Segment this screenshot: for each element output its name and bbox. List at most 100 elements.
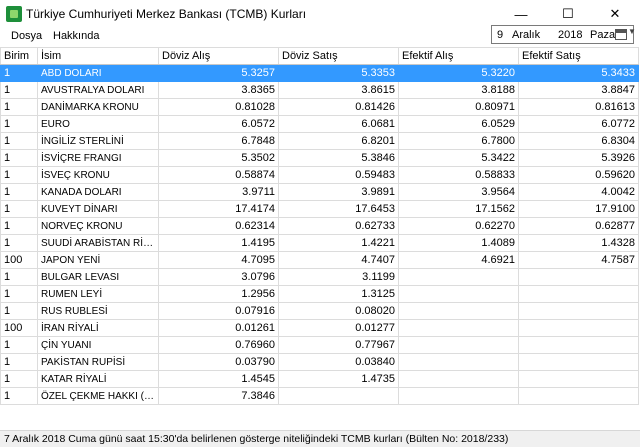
- cell-unit: 1: [0, 98, 38, 116]
- cell-fx-buy: 6.0572: [158, 115, 279, 133]
- cell-fx-buy: 1.4195: [158, 234, 279, 252]
- cell-fx-sell: 0.01277: [278, 319, 399, 337]
- cell-fx-sell: 0.03840: [278, 353, 399, 371]
- cell-name: İRAN RİYALİ: [37, 319, 159, 337]
- cell-bn-sell: 6.8304: [518, 132, 639, 150]
- cell-name: EURO: [37, 115, 159, 133]
- cell-bn-sell: [518, 336, 639, 354]
- table-row[interactable]: 1 BULGAR LEVASI 3.0796 3.1199: [0, 268, 639, 286]
- table-row[interactable]: 1 SUUDİ ARABİSTAN RİYALİ 1.4195 1.4221 1.408…: [0, 234, 639, 252]
- table-row[interactable]: 1 İSVEÇ KRONU 0.58874 0.59483 0.58833 0.59620: [0, 166, 639, 184]
- table-row[interactable]: 1 ABD DOLARI 5.3257 5.3353 5.3220 5.3433: [0, 64, 639, 82]
- cell-bn-buy: 4.6921: [398, 251, 519, 269]
- table-row[interactable]: 1 ÖZEL ÇEKME HAKKI (SD... 7.3846: [0, 387, 639, 405]
- cell-bn-sell: 17.9100: [518, 200, 639, 218]
- cell-bn-buy: 3.9564: [398, 183, 519, 201]
- table-body: 1 ABD DOLARI 5.3257 5.3353 5.3220 5.3433 1 AVUS…: [0, 64, 639, 405]
- cell-name: ÖZEL ÇEKME HAKKI (SD...: [37, 387, 159, 405]
- close-button[interactable]: ✕: [609, 6, 621, 21]
- cell-fx-buy: 0.03790: [158, 353, 279, 371]
- table-row[interactable]: 1 KATAR RİYALİ 1.4545 1.4735: [0, 370, 639, 388]
- cell-bn-buy: 5.3422: [398, 149, 519, 167]
- cell-fx-sell: 0.62733: [278, 217, 399, 235]
- header-bn-buy[interactable]: Efektif Alış: [398, 47, 519, 65]
- table-row[interactable]: 1 PAKİSTAN RUPİSİ 0.03790 0.03840: [0, 353, 639, 371]
- cell-fx-sell: 4.7407: [278, 251, 399, 269]
- cell-bn-buy: 6.0529: [398, 115, 519, 133]
- table-row[interactable]: 1 DANİMARKA KRONU 0.81028 0.81426 0.80971 0.8…: [0, 98, 639, 116]
- cell-name: İNGİLİZ STERLİNİ: [37, 132, 159, 150]
- table-row[interactable]: 100 JAPON YENİ 4.7095 4.7407 4.6921 4.7587: [0, 251, 639, 269]
- cell-bn-sell: [518, 285, 639, 303]
- cell-name: ÇİN YUANI: [37, 336, 159, 354]
- header-fx-buy[interactable]: Döviz Alış: [158, 47, 279, 65]
- cell-unit: 1: [0, 149, 38, 167]
- table-row[interactable]: 1 KUVEYT DİNARI 17.4174 17.6453 17.1562 17.91…: [0, 200, 639, 218]
- cell-bn-buy: 3.8188: [398, 81, 519, 99]
- cell-bn-buy: 6.7800: [398, 132, 519, 150]
- table-row[interactable]: 1 NORVEÇ KRONU 0.62314 0.62733 0.62270 0.6287…: [0, 217, 639, 235]
- cell-fx-sell: 3.1199: [278, 268, 399, 286]
- cell-bn-buy: [398, 285, 519, 303]
- table-row[interactable]: 1 EURO 6.0572 6.0681 6.0529 6.0772: [0, 115, 639, 133]
- cell-bn-sell: 0.62877: [518, 217, 639, 235]
- cell-unit: 1: [0, 183, 38, 201]
- table-row[interactable]: 1 İNGİLİZ STERLİNİ 6.7848 6.8201 6.7800 6.830…: [0, 132, 639, 150]
- table-row[interactable]: 100 İRAN RİYALİ 0.01261 0.01277: [0, 319, 639, 337]
- table-header-row: Birim İsim Döviz Alış Döviz Satış Efekti…: [0, 47, 639, 65]
- cell-fx-sell: 0.08020: [278, 302, 399, 320]
- status-text: 7 Aralık 2018 Cuma günü saat 15:30'da be…: [4, 433, 509, 445]
- cell-bn-buy: 17.1562: [398, 200, 519, 218]
- cell-fx-sell: 17.6453: [278, 200, 399, 218]
- cell-bn-buy: 0.62270: [398, 217, 519, 235]
- cell-unit: 1: [0, 132, 38, 150]
- cell-bn-buy: 5.3220: [398, 64, 519, 82]
- cell-fx-buy: 0.58874: [158, 166, 279, 184]
- cell-name: DANİMARKA KRONU: [37, 98, 159, 116]
- maximize-button[interactable]: ☐: [562, 6, 574, 21]
- cell-fx-sell: 5.3353: [278, 64, 399, 82]
- minimize-button[interactable]: —: [514, 6, 528, 22]
- cell-bn-sell: 3.8847: [518, 81, 639, 99]
- menu-about[interactable]: Hakkında: [53, 30, 100, 42]
- cell-name: ABD DOLARI: [37, 64, 159, 82]
- cell-unit: 1: [0, 387, 38, 405]
- date-picker[interactable]: 9 Aralık 2018 Pazar ▼: [491, 25, 636, 44]
- menu-file[interactable]: Dosya: [11, 30, 43, 42]
- cell-fx-sell: 0.81426: [278, 98, 399, 116]
- cell-bn-buy: [398, 268, 519, 286]
- date-month[interactable]: Aralık: [512, 29, 541, 41]
- chevron-down-icon[interactable]: ▼: [628, 27, 636, 36]
- cell-unit: 1: [0, 166, 38, 184]
- cell-unit: 100: [0, 319, 38, 337]
- date-day[interactable]: 9: [497, 29, 504, 41]
- table-row[interactable]: 1 İSVİÇRE FRANGI 5.3502 5.3846 5.3422 5.3926: [0, 149, 639, 167]
- table-row[interactable]: 1 KANADA DOLARI 3.9711 3.9891 3.9564 4.0042: [0, 183, 639, 201]
- cell-bn-buy: 1.4089: [398, 234, 519, 252]
- header-bn-sell[interactable]: Efektif Satış: [518, 47, 639, 65]
- table-row[interactable]: 1 AVUSTRALYA DOLARI 3.8365 3.8615 3.8188 3.88…: [0, 81, 639, 99]
- table-row[interactable]: 1 RUMEN LEYİ 1.2956 1.3125: [0, 285, 639, 303]
- table-row[interactable]: 1 ÇİN YUANI 0.76960 0.77967: [0, 336, 639, 354]
- window-title: Türkiye Cumhuriyeti Merkez Bankası (TCMB…: [26, 7, 307, 21]
- cell-name: NORVEÇ KRONU: [37, 217, 159, 235]
- cell-fx-buy: 17.4174: [158, 200, 279, 218]
- cell-unit: 1: [0, 200, 38, 218]
- cell-name: BULGAR LEVASI: [37, 268, 159, 286]
- cell-fx-buy: 3.9711: [158, 183, 279, 201]
- header-name[interactable]: İsim: [37, 47, 159, 65]
- table-row[interactable]: 1 RUS RUBLESİ 0.07916 0.08020: [0, 302, 639, 320]
- date-year[interactable]: 2018: [558, 29, 583, 41]
- rates-grid[interactable]: Birim İsim Döviz Alış Döviz Satış Efekti…: [0, 47, 640, 430]
- cell-unit: 100: [0, 251, 38, 269]
- header-unit[interactable]: Birim: [0, 47, 38, 65]
- cell-fx-sell: 1.3125: [278, 285, 399, 303]
- cell-fx-buy: 5.3257: [158, 64, 279, 82]
- cell-unit: 1: [0, 353, 38, 371]
- calendar-icon[interactable]: [615, 29, 627, 40]
- cell-fx-buy: 7.3846: [158, 387, 279, 405]
- cell-bn-buy: [398, 387, 519, 405]
- header-fx-sell[interactable]: Döviz Satış: [278, 47, 399, 65]
- cell-unit: 1: [0, 336, 38, 354]
- cell-name: PAKİSTAN RUPİSİ: [37, 353, 159, 371]
